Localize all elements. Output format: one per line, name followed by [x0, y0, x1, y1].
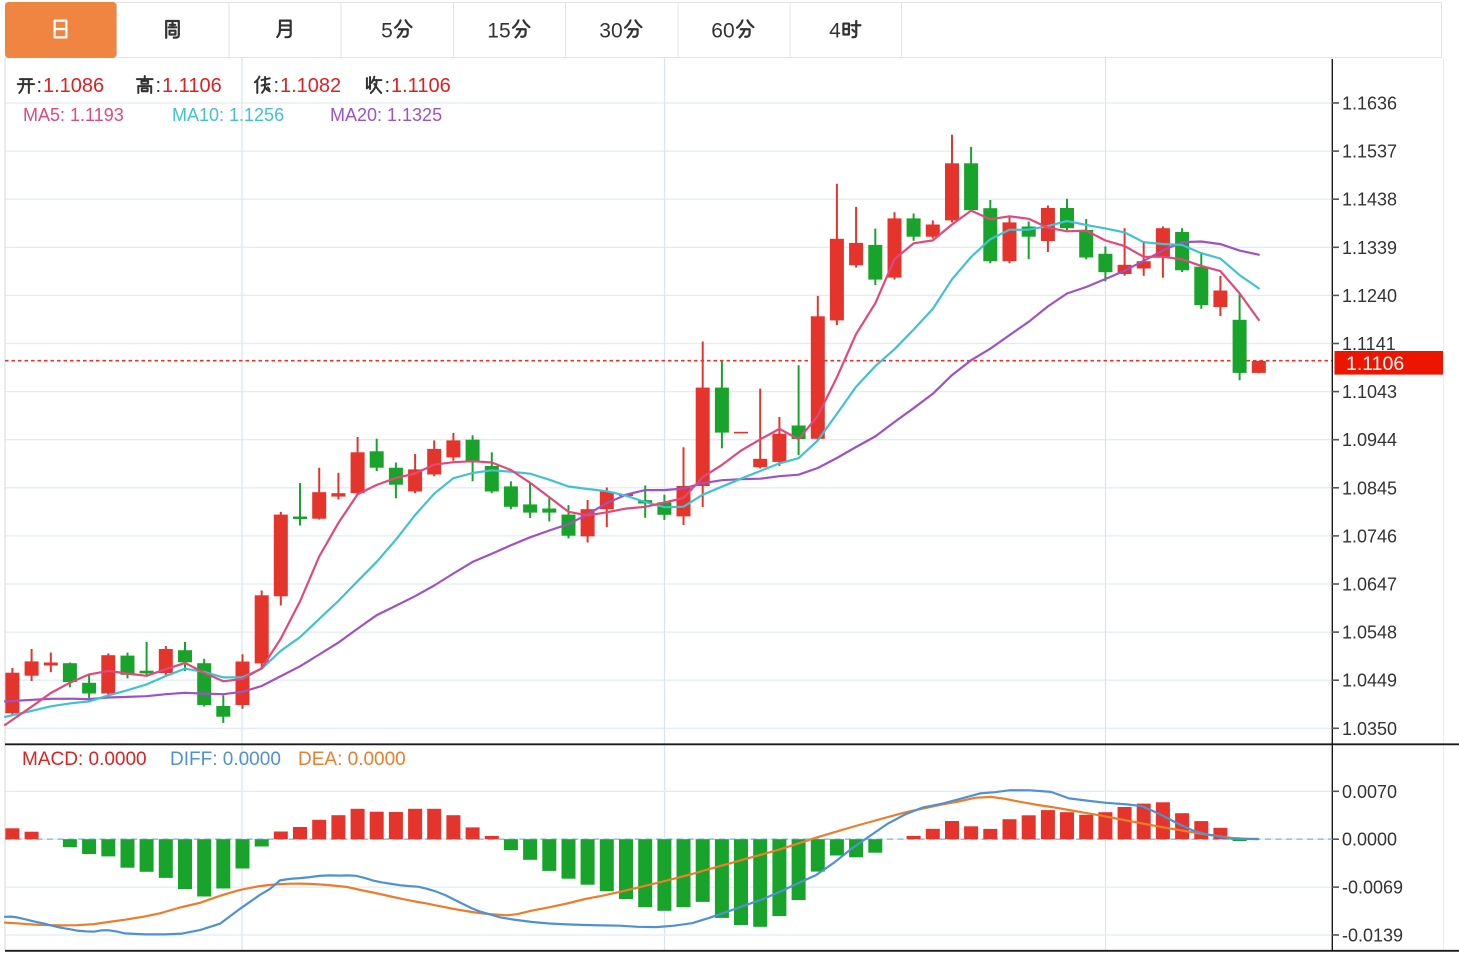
svg-text::: : [156, 75, 162, 97]
svg-text:5: 5 [381, 20, 393, 43]
svg-text:1.1106: 1.1106 [1346, 353, 1404, 375]
svg-text::: : [37, 75, 43, 97]
svg-text::: : [385, 75, 391, 97]
svg-text:MA10: 1.1256: MA10: 1.1256 [172, 105, 284, 125]
svg-text:1.0944: 1.0944 [1342, 430, 1397, 450]
svg-text:1.1240: 1.1240 [1342, 286, 1397, 306]
svg-text:4: 4 [829, 20, 841, 43]
svg-text:1.0845: 1.0845 [1342, 478, 1397, 498]
svg-text:1.1141: 1.1141 [1342, 334, 1396, 354]
svg-text:1.0449: 1.0449 [1342, 671, 1397, 691]
svg-text:MA20: 1.1325: MA20: 1.1325 [330, 105, 442, 125]
svg-text:1.0548: 1.0548 [1342, 623, 1397, 643]
svg-text:1.0647: 1.0647 [1342, 575, 1397, 595]
svg-text:DEA: 0.0000: DEA: 0.0000 [298, 749, 406, 770]
svg-text:1.1043: 1.1043 [1342, 382, 1397, 402]
svg-text:-0.0139: -0.0139 [1342, 926, 1403, 946]
svg-text:1.1537: 1.1537 [1342, 142, 1397, 162]
svg-text:60: 60 [711, 20, 734, 43]
svg-text:DIFF: 0.0000: DIFF: 0.0000 [170, 749, 281, 770]
svg-text:1.1636: 1.1636 [1342, 94, 1397, 114]
svg-text:30: 30 [599, 20, 622, 43]
svg-text:1.0350: 1.0350 [1342, 719, 1397, 739]
svg-text:1.0746: 1.0746 [1342, 526, 1397, 546]
svg-text:1.1082: 1.1082 [280, 75, 341, 97]
svg-text:1.1106: 1.1106 [391, 75, 451, 97]
svg-text:-0.0069: -0.0069 [1342, 878, 1403, 898]
svg-text:1.1438: 1.1438 [1342, 190, 1397, 210]
svg-text:0.0000: 0.0000 [1342, 830, 1397, 850]
svg-text:MACD: 0.0000: MACD: 0.0000 [22, 749, 147, 770]
svg-text:15: 15 [487, 20, 510, 43]
svg-text::: : [274, 75, 280, 97]
svg-text:MA5: 1.1193: MA5: 1.1193 [23, 105, 124, 125]
svg-text:1.1086: 1.1086 [43, 75, 104, 97]
svg-text:1.1339: 1.1339 [1342, 238, 1397, 258]
svg-text:0.0070: 0.0070 [1342, 782, 1397, 802]
svg-text:1.1106: 1.1106 [162, 75, 222, 97]
